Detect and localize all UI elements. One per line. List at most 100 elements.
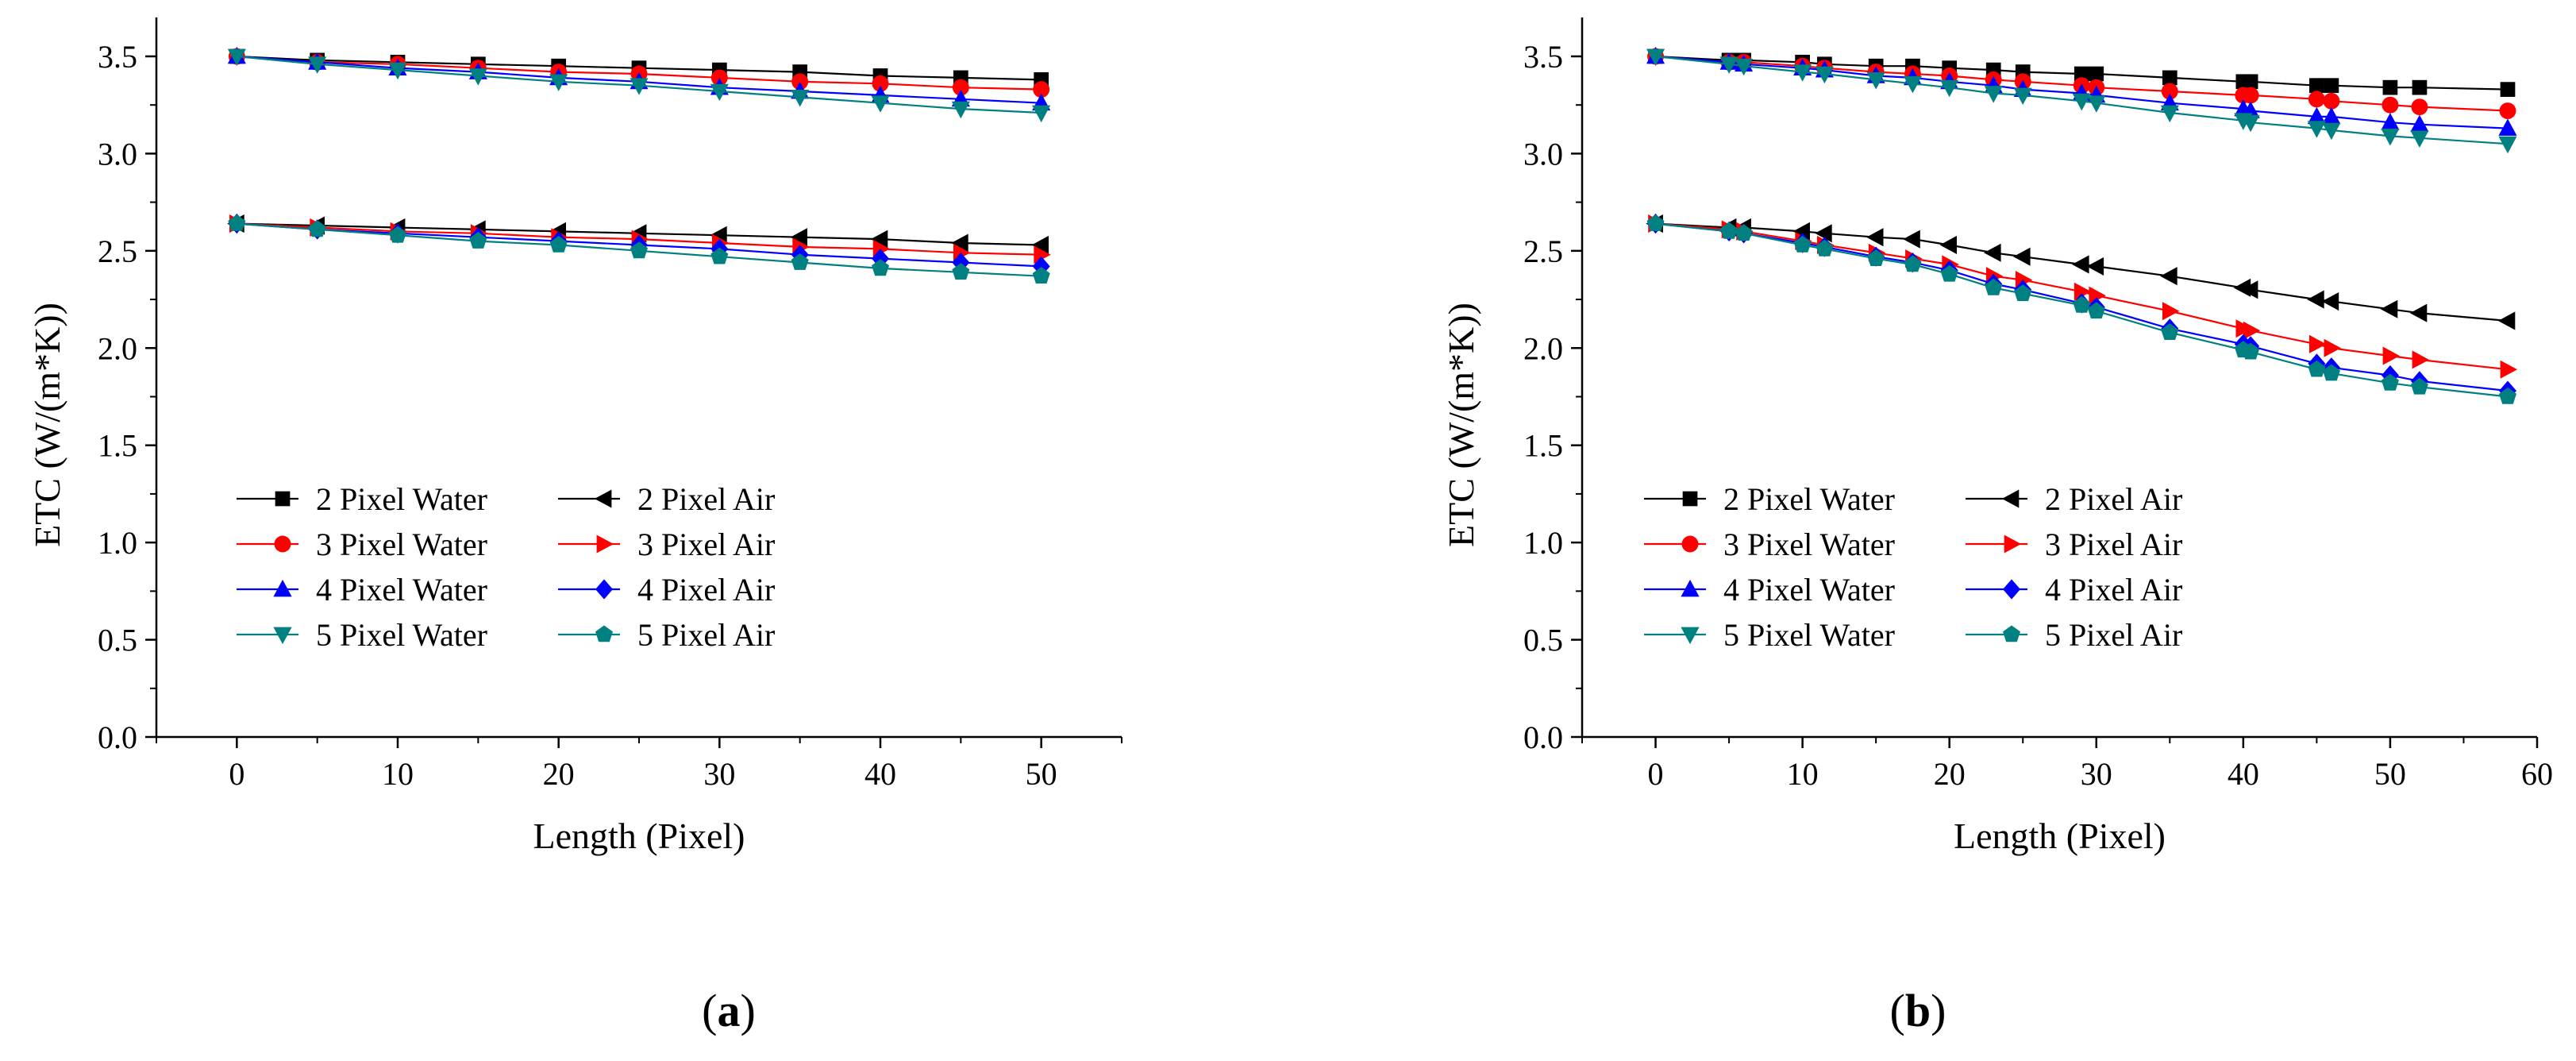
panel-a-chart: 0.0 0.5 1.0 1.5 2.0 2.5 3.0 3.5 0 10 20 30 40 50 Lengt… [27,17,1122,856]
panel-b-point-5-pixel-water [2381,129,2400,146]
panel-a-legend-entry: 2 Pixel Air [558,481,775,517]
panel-a-legend-marker [273,579,292,597]
panel-b-legend-marker [2001,489,2020,508]
panel-b-point-3-pixel-water [2382,96,2399,114]
panel-a-legend-label: 4 Pixel Air [637,572,775,608]
panel-b-point-5-pixel-air [1720,222,1739,239]
panel-a-point-4-pixel-air [872,249,889,269]
panel-b-x-tick-label: 20 [1934,756,1966,792]
panel-b-point-2-pixel-water [2074,66,2089,82]
panel-a-legend-entry: 3 Pixel Water [237,527,487,562]
panel-a-y-tick-label: 1.5 [98,428,137,464]
panel-b-point-5-pixel-air [2242,342,2260,360]
panel-b-point-5-pixel-air [1735,224,1753,241]
panel-a-y-tick-label: 3.0 [98,136,137,172]
panel-b-legend-entry: 5 Pixel Water [1644,617,1895,653]
panel-a-point-5-pixel-water [227,48,246,67]
panel-a-series-5-pixel-air [228,214,1050,284]
panel-a-y-tick-label: 3.5 [98,39,137,75]
panel-b-point-4-pixel-water [2307,106,2326,125]
panel-b-point-2-pixel-water [2162,70,2177,86]
panel-a-point-5-pixel-air [791,253,809,270]
panel-a-point-5-pixel-air [228,214,246,231]
panel-b-point-4-pixel-water [2381,113,2400,130]
panel-a-legend-label: 5 Pixel Air [637,617,775,653]
panel-a-point-5-pixel-water [630,78,649,95]
panel-b-legend-label: 4 Pixel Air [2045,572,2182,608]
panel-b-point-5-pixel-water [2307,121,2326,138]
panel-b-point-2-pixel-air [1903,230,1920,249]
panel-b-point-2-pixel-air [2072,255,2089,274]
panel-b-legend-entry: 2 Pixel Water [1644,481,1895,517]
panel-b-point-3-pixel-air [2074,282,2092,301]
panel-b-legend-marker [2003,625,2020,642]
panel-a-point-3-pixel-air [1034,245,1051,264]
panel-b-x-tick-label: 60 [2521,756,2553,792]
panel-b-point-5-pixel-air [1940,264,1958,282]
panel-b-point-5-pixel-air [1904,255,1922,272]
panel-a-x-tick-label: 0 [229,756,245,792]
panel-a-y-axis-title: ETC (W/(m*K)) [27,303,67,547]
panel-a-legend-entry: 3 Pixel Air [558,527,775,562]
panel-a-point-3-pixel-water [710,69,728,87]
panel-a-point-4-pixel-air [1032,256,1050,277]
panel-a-point-5-pixel-air [630,241,648,259]
panel-a-x-tick-label: 20 [543,756,575,792]
panel-b-point-5-pixel-water [2013,87,2032,105]
panel-b-point-3-pixel-water [2411,98,2428,116]
panel-a-legend-marker [594,489,612,508]
panel-b-legend-entry: 5 Pixel Air [1966,617,2182,653]
panel-a-legend-marker [595,625,613,642]
panel-b-point-3-pixel-air [2412,350,2429,369]
panel-a-legend-marker [273,627,292,645]
panel-b-legend: 2 Pixel Water 2 Pixel Air 3 Pixel Water 3 P… [1644,481,2182,653]
panel-a-legend-label: 3 Pixel Water [316,527,487,562]
panel-a-point-2-pixel-air [951,233,968,253]
panel-a-point-2-pixel-air [1031,235,1049,254]
panel-b-y-tick-label: 1.5 [1523,428,1563,464]
panel-a-point-4-pixel-air [952,252,970,273]
panel-b-point-5-pixel-water [1793,64,1812,82]
panel-b-y-tick-label: 3.0 [1523,136,1563,172]
panel-a-legend-entry: 5 Pixel Air [558,617,775,653]
panel-b-point-2-pixel-water [2382,79,2398,95]
panel-b-point-5-pixel-water [2498,136,2517,154]
panel-b-point-2-pixel-air [2409,303,2428,322]
panel-a-x-axis-title: Length (Pixel) [533,816,745,856]
panel-b-legend-entry: 3 Pixel Air [1966,527,2182,562]
panel-b-point-3-pixel-water [2499,102,2516,119]
panel-a-point-5-pixel-water [308,56,327,74]
panel-b-point-3-pixel-water [2323,92,2340,110]
panel-b-x-tick-label: 0 [1648,756,1664,792]
panel-a-point-3-pixel-water [1033,81,1050,98]
panel-b-y-tick-label: 1.0 [1523,525,1563,561]
panel-b-point-2-pixel-air [1984,243,2001,262]
panel-b-point-5-pixel-water [2072,93,2091,111]
panel-a-x-tick-label: 10 [382,756,414,792]
panel-b-x-tick-label: 10 [1787,756,1819,792]
panel-b-legend-marker [1681,579,1700,597]
panel-a-point-5-pixel-air [710,247,729,264]
panel-a-legend-entry: 2 Pixel Water [237,481,487,517]
panel-b-point-5-pixel-air [1646,214,1665,231]
panel-b-point-2-pixel-water [2309,78,2324,94]
panel-b-point-2-pixel-air [2497,311,2516,330]
panel-b-point-5-pixel-air [1985,278,2003,295]
panel-b-x-tick-label: 50 [2374,756,2406,792]
panel-b-point-3-pixel-water [2242,87,2259,104]
panel-b-point-5-pixel-air [2499,387,2516,404]
panel-b-legend-marker [2003,579,2020,600]
panel-b-point-2-pixel-water [2412,79,2428,95]
panel-a-label: (a) [702,985,756,1036]
panel-a-point-3-pixel-water [791,73,809,91]
panel-b-chart: 0.0 0.5 1.0 1.5 2.0 2.5 3.0 3.5 0 10 20 30 40 50 60 Len… [1441,17,2553,856]
panel-a-point-5-pixel-air [872,259,889,276]
panel-b-legend-label: 4 Pixel Water [1723,572,1895,608]
panel-b-point-5-pixel-water [1866,72,1885,90]
panel-b-point-5-pixel-air [2411,377,2428,395]
panel-b-legend-label: 2 Pixel Water [1723,481,1895,517]
panel-a-point-5-pixel-water [549,74,568,91]
panel-b-series-5-pixel-air [1646,214,2516,404]
panel-b-y-tick-label: 2.0 [1523,330,1563,366]
panel-a-point-5-pixel-water [710,83,729,102]
